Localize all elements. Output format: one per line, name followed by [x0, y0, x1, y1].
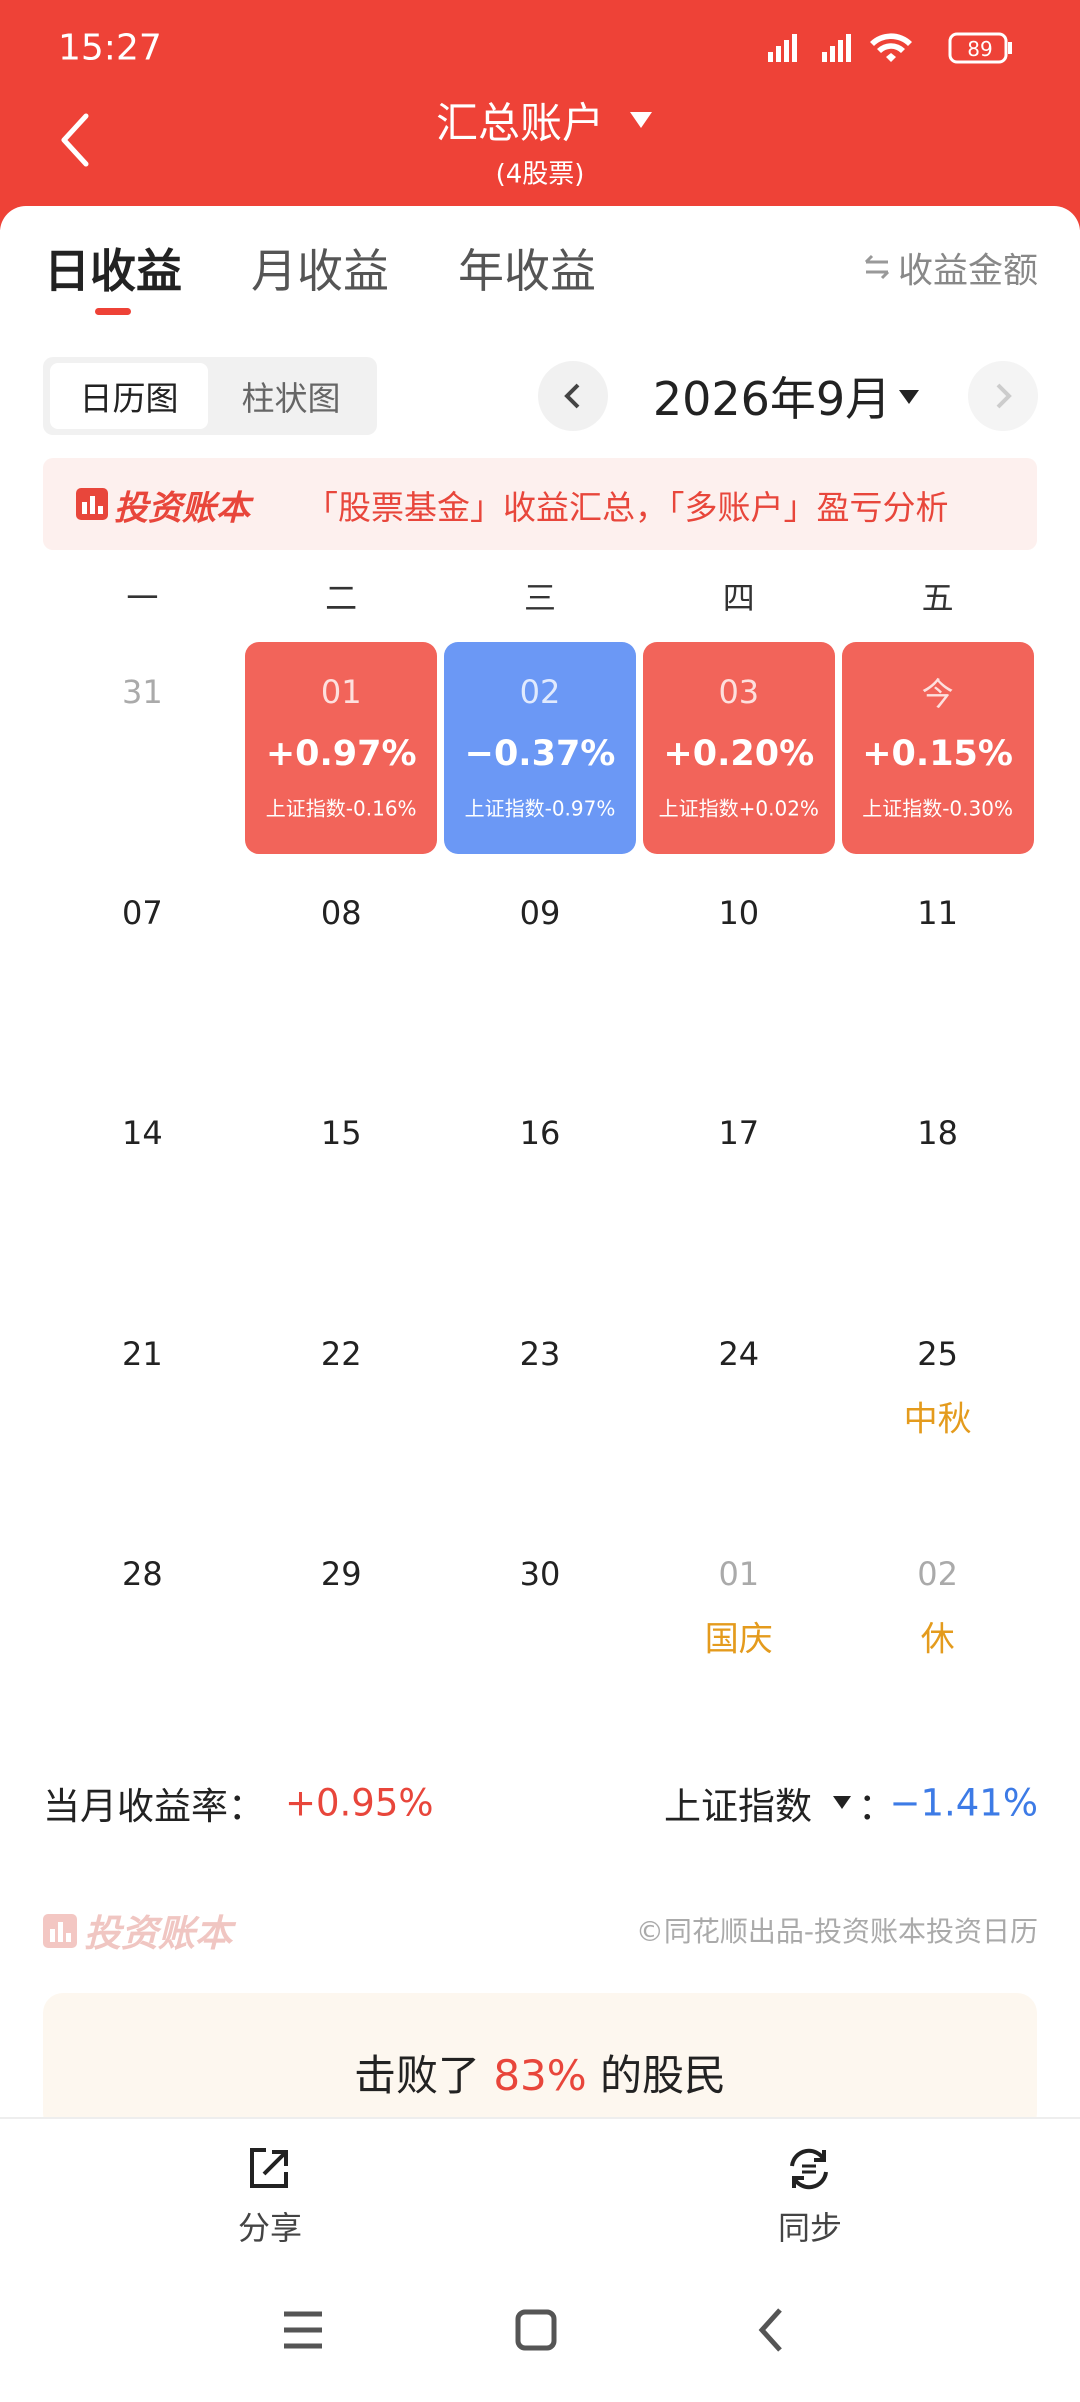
share-icon[interactable] [246, 2146, 292, 2192]
sync-icon[interactable] [786, 2146, 832, 2192]
view-calendar[interactable]: 日历图 [79, 379, 179, 418]
day-label[interactable]: 02 [917, 1555, 958, 1593]
day-label: 今 [921, 675, 954, 713]
day-label[interactable]: 21 [122, 1334, 163, 1373]
share-label[interactable]: 分享 [237, 2209, 303, 2247]
day-label[interactable]: 28 [122, 1555, 163, 1593]
day-label[interactable]: 08 [320, 893, 362, 932]
day-label[interactable]: 23 [519, 1334, 561, 1373]
index-value: −1.41% [889, 1781, 1038, 1825]
prev-month[interactable] [538, 361, 608, 431]
day-return: +0.97% [265, 734, 417, 774]
day-label[interactable]: 24 [718, 1334, 760, 1373]
next-month[interactable] [968, 361, 1038, 431]
swap-icon[interactable] [862, 252, 892, 282]
day-label[interactable]: 07 [122, 893, 163, 932]
weekday: 三 [523, 579, 557, 617]
rank-text: 击败了 83% 的股民 [0, 2046, 1080, 2106]
weekday: 二 [325, 579, 358, 617]
day-label[interactable]: 10 [718, 893, 760, 932]
system-nav [284, 2308, 782, 2352]
tab[interactable]: 月收益 [251, 244, 389, 298]
weekday: 一 [126, 579, 159, 617]
day-index: 上证指数+0.02% [658, 796, 819, 821]
day-label: 03 [718, 673, 760, 711]
day-label[interactable]: 29 [320, 1555, 362, 1593]
day-label[interactable]: 09 [519, 893, 561, 932]
day-cell[interactable] [444, 642, 636, 854]
day-label[interactable]: 25 [917, 1334, 958, 1373]
day-label[interactable]: 11 [917, 893, 958, 932]
view-bar[interactable]: 柱状图 [241, 379, 341, 418]
tab-indicator [95, 308, 131, 315]
day-return: −0.37% [464, 734, 616, 774]
footer-credit: ©同花顺出品-投资账本投资日历 [635, 1915, 1038, 1948]
tab[interactable]: 年收益 [458, 244, 596, 298]
amount-toggle[interactable]: 收益金额 [897, 251, 1038, 292]
day-index: 上证指数-0.16% [265, 796, 417, 821]
index-dropdown[interactable] [832, 1795, 852, 1811]
banner-brand: 投资账本 [114, 488, 250, 529]
day-label[interactable]: 17 [718, 1114, 760, 1152]
rank-prefix: 击败了 [353, 2051, 480, 2100]
header-subtitle: (4股票) [495, 159, 585, 190]
rank-card [43, 1993, 1037, 2133]
day-index: 上证指数-0.30% [862, 796, 1013, 821]
day-return: +0.15% [862, 734, 1013, 774]
day-cell[interactable] [841, 642, 1034, 854]
day-cell[interactable] [245, 642, 438, 854]
day-label[interactable]: 01 [718, 1555, 760, 1593]
day-label[interactable]: 22 [320, 1334, 362, 1373]
day-return: +0.20% [663, 734, 815, 774]
holiday-label: 中秋 [903, 1399, 972, 1439]
brand-icon [76, 488, 108, 520]
header-title[interactable]: 汇总账户 [435, 98, 605, 148]
day-label[interactable]: 18 [917, 1114, 958, 1152]
index-sep: ： [858, 1785, 895, 1828]
status-time: 15:27 [58, 27, 162, 69]
title-dropdown[interactable] [628, 110, 654, 130]
month-label[interactable]: 2026年9月 [652, 372, 892, 426]
index-label[interactable]: 上证指数 [664, 1785, 812, 1828]
view-toggle-selected [50, 363, 208, 429]
back-button[interactable] [56, 110, 96, 170]
bottom-bar [0, 2117, 1080, 2402]
day-label[interactable]: 16 [519, 1114, 561, 1152]
day-label[interactable]: 31 [122, 673, 163, 711]
banner-text: 「股票基金」收益汇总，「多账户」盈亏分析 [305, 488, 949, 527]
tab[interactable]: 日收益 [44, 244, 182, 298]
sync-label[interactable]: 同步 [777, 2209, 843, 2247]
footer-brand: 投资账本 [84, 1912, 232, 1955]
day-label[interactable]: 14 [122, 1114, 163, 1152]
footer-brand-icon [43, 1914, 77, 1948]
month-return-label: 当月收益率： [43, 1785, 265, 1828]
month-return-value: +0.95% [285, 1781, 434, 1825]
weekday: 四 [722, 579, 755, 617]
status-icons [768, 32, 1012, 64]
day-label[interactable]: 30 [519, 1555, 561, 1593]
rank-value: 83% [493, 2051, 587, 2100]
day-label: 02 [519, 673, 561, 711]
battery-level: 89 [967, 37, 993, 61]
holiday-label: 国庆 [704, 1619, 773, 1660]
day-label[interactable]: 15 [320, 1114, 362, 1152]
month-dropdown[interactable] [897, 388, 921, 406]
weekday: 五 [921, 579, 954, 617]
day-index: 上证指数-0.97% [464, 796, 616, 821]
rank-suffix: 的股民 [600, 2051, 727, 2100]
promo-banner[interactable] [43, 458, 1037, 550]
day-label: 01 [320, 673, 362, 711]
holiday-label: 休 [920, 1619, 955, 1660]
day-cell[interactable] [642, 642, 835, 854]
